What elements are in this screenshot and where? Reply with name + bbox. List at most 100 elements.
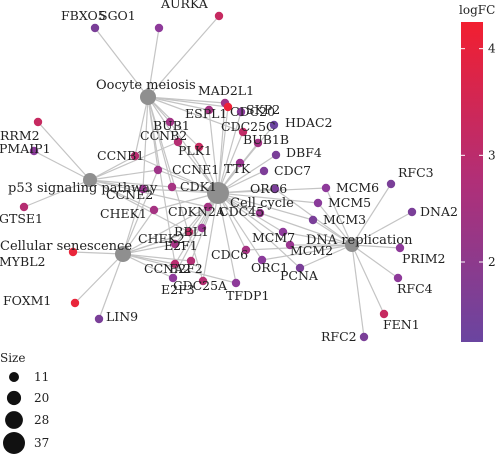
gene-node-ccna2: [170, 259, 180, 269]
color-legend-ticks: 4 3 2: [461, 42, 496, 269]
gene-node-chek1: [149, 205, 159, 215]
gene-node-ttk: [235, 158, 245, 168]
color-tick-label-4: 4: [488, 42, 496, 56]
gene-node-fbxo5: [90, 23, 100, 33]
gene-label-cdkn2a: CDKN2A: [168, 204, 226, 219]
edge-dna-40: [351, 183, 392, 246]
gene-node-fen1: [379, 309, 389, 319]
gene-node-bub1b: [253, 138, 263, 148]
gene-label-chek2: CHEK2: [138, 231, 185, 246]
gene-label-cdc6: CDC6: [211, 247, 248, 262]
gene-node-rbl1: [197, 223, 207, 233]
size-legend-label-20: 20: [34, 391, 49, 405]
gene-label-mcm5: MCM5: [328, 195, 371, 210]
gene-label-hdac2: HDAC2: [285, 115, 332, 130]
hub-node-dna: [345, 238, 359, 252]
gene-node-rfc3: [386, 179, 396, 189]
gene-label-ccnb1: CCNB1: [97, 148, 144, 163]
edge-p53-28: [89, 179, 190, 233]
gene-label-cdc25c: CDC25C: [221, 119, 276, 134]
edge-dna-30: [282, 231, 353, 246]
gene-node-cdkn2a: [203, 202, 213, 212]
edge-p53-19: [89, 179, 173, 188]
gene-node-tfdp1: [231, 278, 241, 288]
color-legend-title: logFC: [459, 3, 495, 17]
gene-label-rbl1: RBL1: [174, 224, 209, 239]
gene-node-ccnb2: [173, 137, 183, 147]
gene-label-mybl2: MYBL2: [0, 254, 46, 269]
gene-node-dna2: [407, 207, 417, 217]
edge-dna-45: [351, 244, 365, 338]
edge-cycle-5: [217, 106, 229, 194]
edge-oocyte-0: [147, 27, 160, 98]
edge-oocyte-5: [147, 96, 229, 108]
gene-label-cdc45: CDC45: [219, 204, 264, 219]
gene-node-cdk1: [167, 182, 177, 192]
gene-node-espl1: [204, 105, 214, 115]
hub-label-senes: Cellular senescence: [0, 239, 132, 254]
gene-node-cdc7: [259, 166, 269, 176]
edge-senes-28: [122, 231, 190, 255]
size-legend-label-28: 28: [34, 413, 49, 427]
gene-node-mcm7: [278, 227, 288, 237]
edge-senes-32: [122, 253, 192, 262]
gene-label-e2f2: E2F2: [169, 261, 203, 276]
edge-p53-46: [37, 121, 91, 181]
edge-p53-48: [23, 179, 91, 208]
edge-oocyte-11: [147, 96, 179, 143]
gene-label-skp2: SKP2: [246, 102, 280, 117]
gene-label-rfc2: RFC2: [321, 329, 357, 344]
gene-label-ccna2: CCNA2: [144, 261, 191, 276]
gene-node-plk1: [194, 142, 204, 152]
gene-label-ccnb2: CCNB2: [140, 128, 187, 143]
edge-cycle-18: [142, 188, 219, 194]
size-legend-title: Size: [0, 351, 25, 365]
edge-senes-50: [74, 253, 124, 304]
edge-oocyte-4: [147, 96, 210, 111]
edge-dna-36: [299, 244, 353, 269]
edge-oocyte-18: [142, 96, 149, 190]
edge-senes-17: [122, 169, 159, 255]
gene-node-orc6: [270, 184, 280, 194]
gene-node-cdc25c: [238, 127, 248, 137]
edge-dna-21: [325, 187, 353, 246]
gene-node-gtse1: [19, 202, 29, 212]
edge-senes-49: [72, 251, 124, 255]
edge-dna-33: [245, 244, 353, 251]
edge-cycle-35: [217, 192, 263, 261]
gene-label-ccne1: CCNE1: [172, 162, 219, 177]
gene-label-cdc25a: CDC25A: [173, 278, 228, 293]
edge-cycle-29: [174, 192, 219, 245]
edge-cycle-4: [208, 109, 219, 194]
gene-label-espl1: ESPL1: [185, 106, 227, 121]
edge-cycle-36: [217, 192, 301, 269]
gene-node-e2f1: [170, 239, 180, 249]
gene-label-dna2: DNA2: [420, 204, 458, 219]
gene-node-hdac2: [269, 120, 279, 130]
gene-label-gtse1: GTSE1: [0, 211, 43, 226]
gene-node-ccne2: [138, 184, 148, 194]
gene-node-mcm6: [321, 183, 331, 193]
gene-node-bub1: [165, 117, 175, 127]
gene-label-ttk: TTK: [224, 161, 251, 176]
edge-senes-24: [122, 209, 155, 255]
gene-label-cdk1: CDK1: [180, 179, 217, 194]
edge-senes-39: [122, 253, 237, 284]
gene-label-mcm6: MCM6: [336, 180, 379, 195]
color-legend: logFC 4 3 2: [459, 3, 496, 342]
gene-node-pcna: [295, 263, 305, 273]
gene-label-fen1: FEN1: [383, 317, 420, 332]
edge-cycle-6: [217, 111, 242, 194]
size-legend-label-37: 37: [34, 436, 49, 450]
edges-layer: [23, 15, 413, 338]
gene-node-rrm2: [33, 117, 43, 127]
edge-oocyte-1: [147, 15, 220, 98]
edge-dna-26: [312, 219, 353, 246]
gene-node-mcm2: [285, 240, 295, 250]
gene-label-rfc4: RFC4: [397, 281, 433, 296]
edge-p53-47: [33, 150, 91, 181]
edge-oocyte-2: [94, 27, 149, 98]
size-legend-dot-11: [9, 372, 19, 382]
color-tick-label-2: 2: [488, 255, 496, 269]
